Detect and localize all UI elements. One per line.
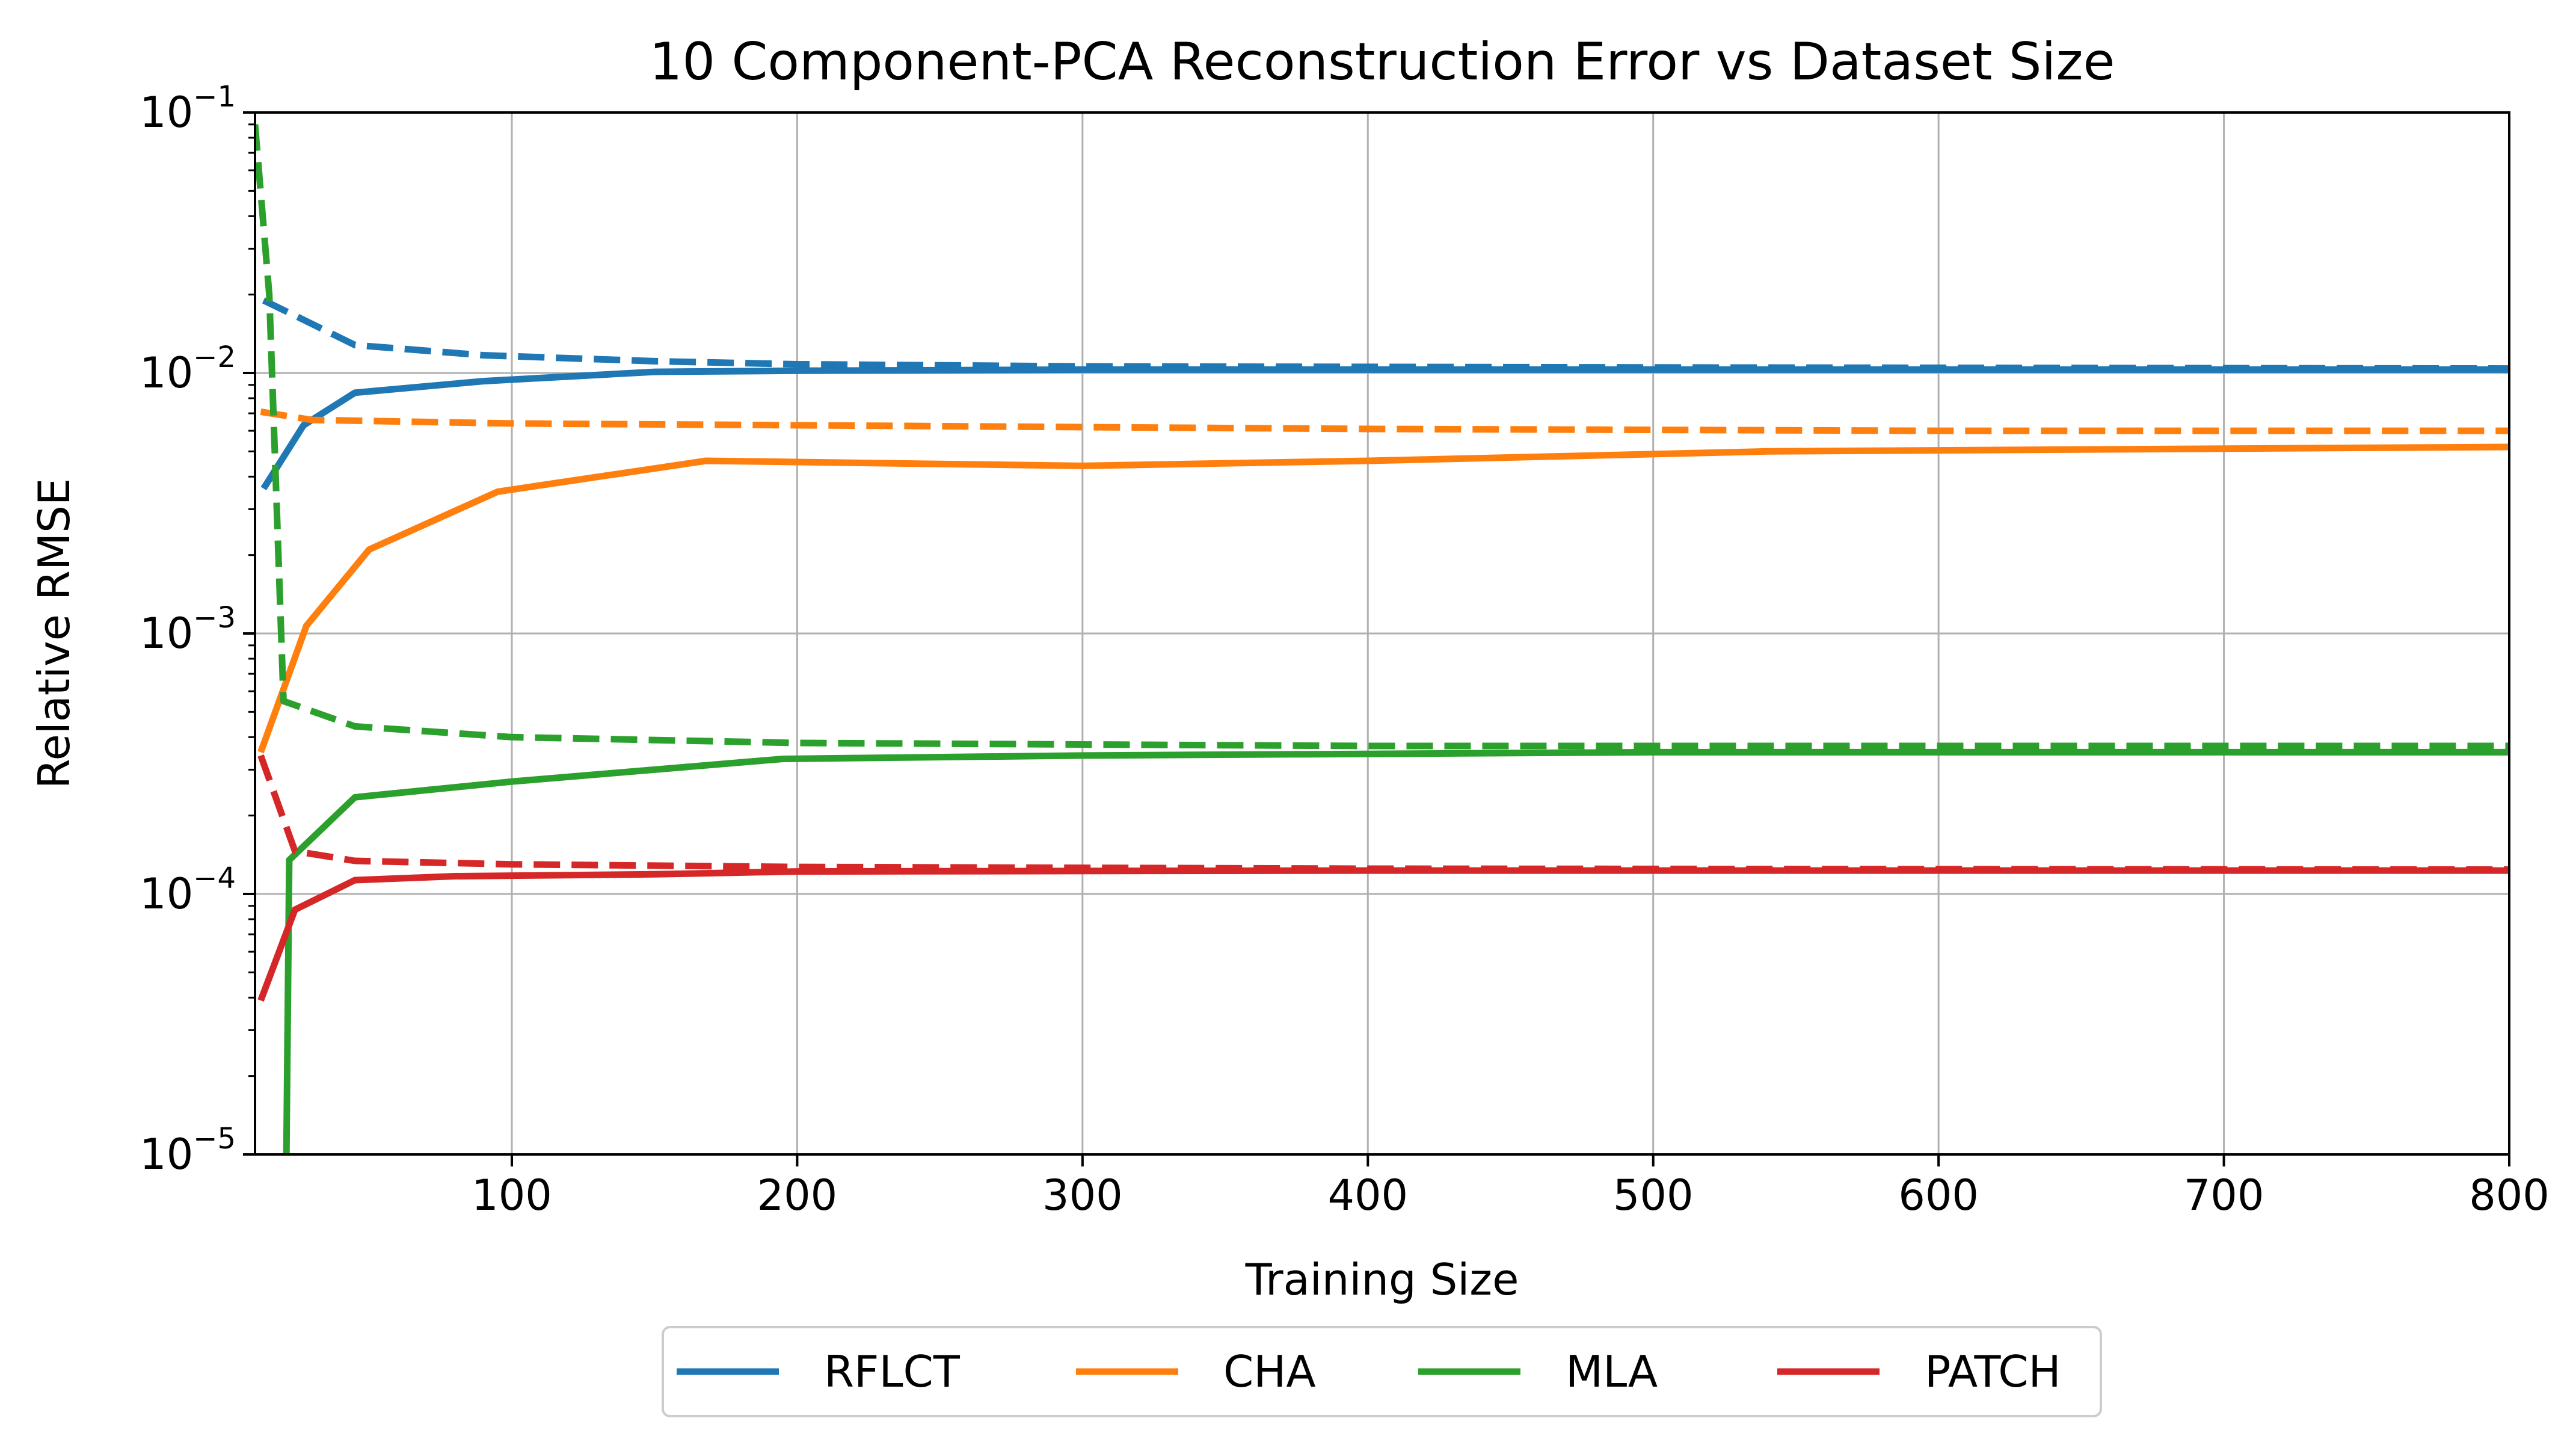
series-mla-dashed-line	[255, 124, 2509, 750]
legend-label-mla: MLA	[1566, 1346, 1658, 1397]
series-cha-solid-line	[257, 443, 2509, 754]
y-tick-label: 10−2	[140, 340, 236, 398]
x-tick-label: 700	[2184, 1171, 2264, 1220]
y-tick-label: 10−5	[140, 1122, 236, 1179]
y-tick-label: 10−1	[140, 80, 236, 137]
x-tick-label: 300	[1042, 1171, 1123, 1220]
x-tick-label: 400	[1327, 1171, 1408, 1220]
x-tick-label: 200	[757, 1171, 838, 1220]
y-axis-label: Relative RMSE	[29, 478, 79, 789]
y-tick-base: 10	[140, 1130, 193, 1179]
x-axis-label: Training Size	[1245, 1254, 1519, 1305]
x-tick-label: 800	[2469, 1171, 2550, 1220]
series-layer	[255, 124, 2509, 1154]
y-tick-label: 10−4	[140, 861, 236, 919]
series-cha-dashed-line	[260, 408, 2509, 434]
chart-title: 10 Component-PCA Reconstruction Error vs…	[650, 32, 2115, 92]
series-mla-solid-line	[283, 748, 2509, 1154]
y-tick-base: 10	[140, 869, 193, 919]
y-tick-label: 10−3	[140, 601, 236, 658]
series-rflct-dashed-line	[262, 297, 2509, 372]
x-ticks: 100 200 300 400 500 600 700 800	[472, 1154, 2550, 1220]
legend-label-cha: CHA	[1223, 1346, 1316, 1397]
y-tick-base: 10	[140, 88, 193, 137]
legend-label-patch: PATCH	[1925, 1346, 2061, 1397]
y-tick-exponent: −3	[193, 601, 236, 635]
legend: RFLCT CHA MLA PATCH	[662, 1326, 2102, 1417]
y-ticks: 10−510−410−310−210−1	[140, 80, 255, 1179]
x-tick-label: 500	[1613, 1171, 1694, 1220]
y-tick-base: 10	[140, 609, 193, 658]
y-tick-exponent: −5	[193, 1122, 236, 1156]
series-rflct-solid-line	[260, 366, 2509, 491]
x-tick-label: 100	[472, 1171, 552, 1220]
legend-box	[662, 1326, 2102, 1417]
y-tick-base: 10	[140, 348, 193, 398]
x-tick-label: 600	[1898, 1171, 1979, 1220]
y-tick-exponent: −4	[193, 861, 236, 895]
legend-label-rflct: RFLCT	[824, 1346, 961, 1397]
y-tick-exponent: −2	[193, 340, 236, 374]
y-tick-exponent: −1	[193, 80, 236, 114]
series-patch-solid-line	[257, 867, 2509, 1002]
